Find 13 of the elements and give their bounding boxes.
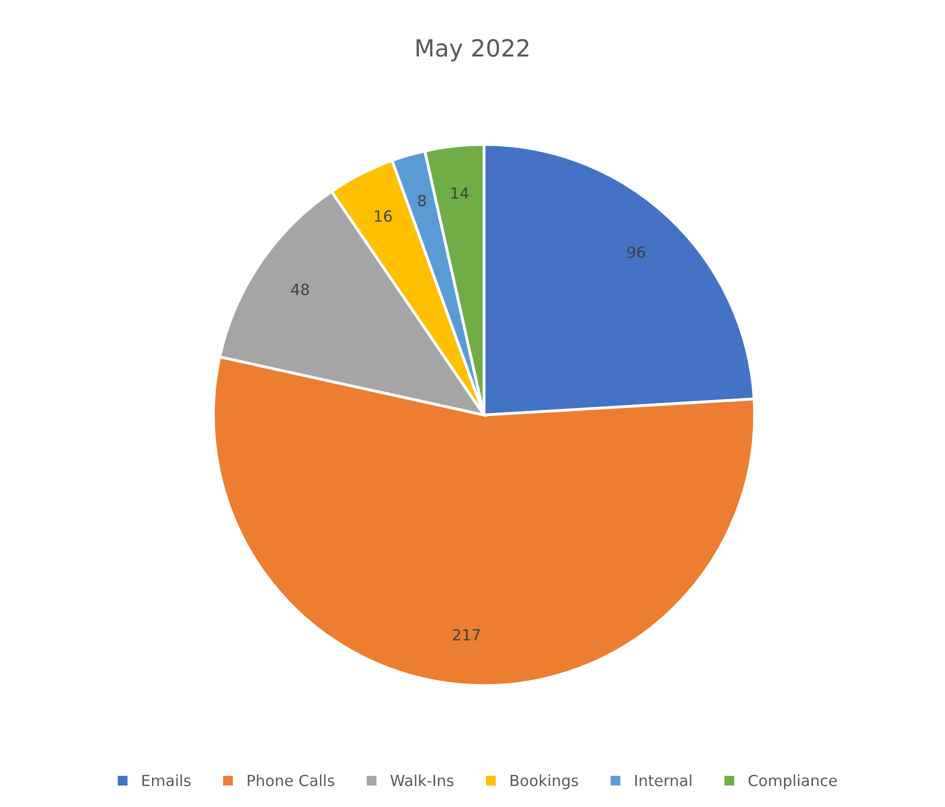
legend-label: Walk-Ins <box>390 774 454 786</box>
data-label: 8 <box>418 194 426 206</box>
data-label: 96 <box>627 246 645 258</box>
legend-label: Emails <box>142 774 191 786</box>
data-label: 16 <box>374 210 392 222</box>
data-label: 48 <box>291 284 309 296</box>
legend-label: Compliance <box>748 774 837 790</box>
legend-label: Phone Calls <box>248 774 334 786</box>
chart-title: May 2022 <box>416 38 528 62</box>
data-label: 14 <box>452 188 468 199</box>
legend-label: Internal <box>635 774 692 786</box>
legend-label: Bookings <box>510 774 578 790</box>
data-label: 217 <box>453 629 480 640</box>
